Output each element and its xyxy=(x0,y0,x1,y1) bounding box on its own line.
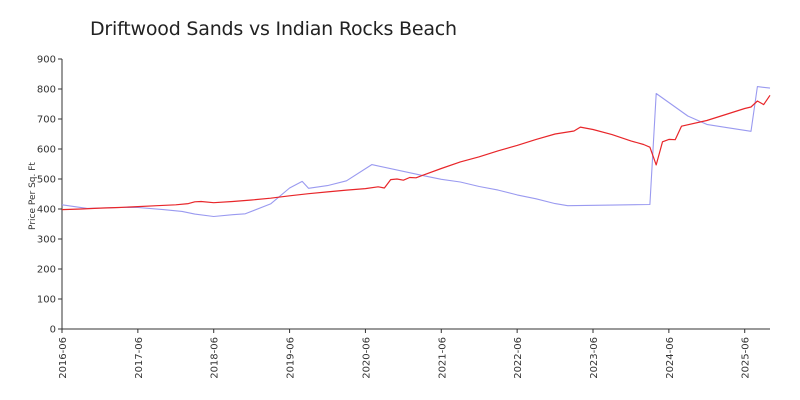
series-line-1 xyxy=(61,94,771,211)
y-tick-label: 700 xyxy=(37,115,56,126)
x-tick-label: 2019-06 xyxy=(286,337,297,379)
y-tick-label: 500 xyxy=(37,175,56,186)
series-line-2 xyxy=(61,86,771,218)
x-tick-label: 2020-06 xyxy=(361,337,372,379)
y-tick-label: 100 xyxy=(37,295,56,306)
y-tick-label: 900 xyxy=(37,55,56,66)
x-tick-label: 2023-06 xyxy=(589,337,600,379)
y-tick-label: 200 xyxy=(37,265,56,276)
x-tick-label: 2017-06 xyxy=(134,337,145,379)
y-tick-label: 400 xyxy=(37,205,56,216)
y-axis-label: Price Per Sq. Ft xyxy=(28,162,38,230)
x-tick-label: 2024-06 xyxy=(665,337,676,379)
y-tick-label: 0 xyxy=(50,325,56,336)
y-tick-label: 800 xyxy=(37,85,56,96)
x-tick-label: 2016-06 xyxy=(58,337,69,379)
x-tick-label: 2018-06 xyxy=(210,337,221,379)
chart-title: Driftwood Sands vs Indian Rocks Beach xyxy=(90,18,457,40)
y-tick-label: 600 xyxy=(37,145,56,156)
axes: 0 100 200 300 400 500 600 700 800 900 2016-06 2017-… xyxy=(37,55,770,379)
y-tick-label: 300 xyxy=(37,235,56,246)
series-layer xyxy=(61,86,771,218)
x-tick-label: 2021-06 xyxy=(437,337,448,379)
x-tick-label: 2025-06 xyxy=(741,337,752,379)
x-tick-label: 2022-06 xyxy=(513,337,524,379)
